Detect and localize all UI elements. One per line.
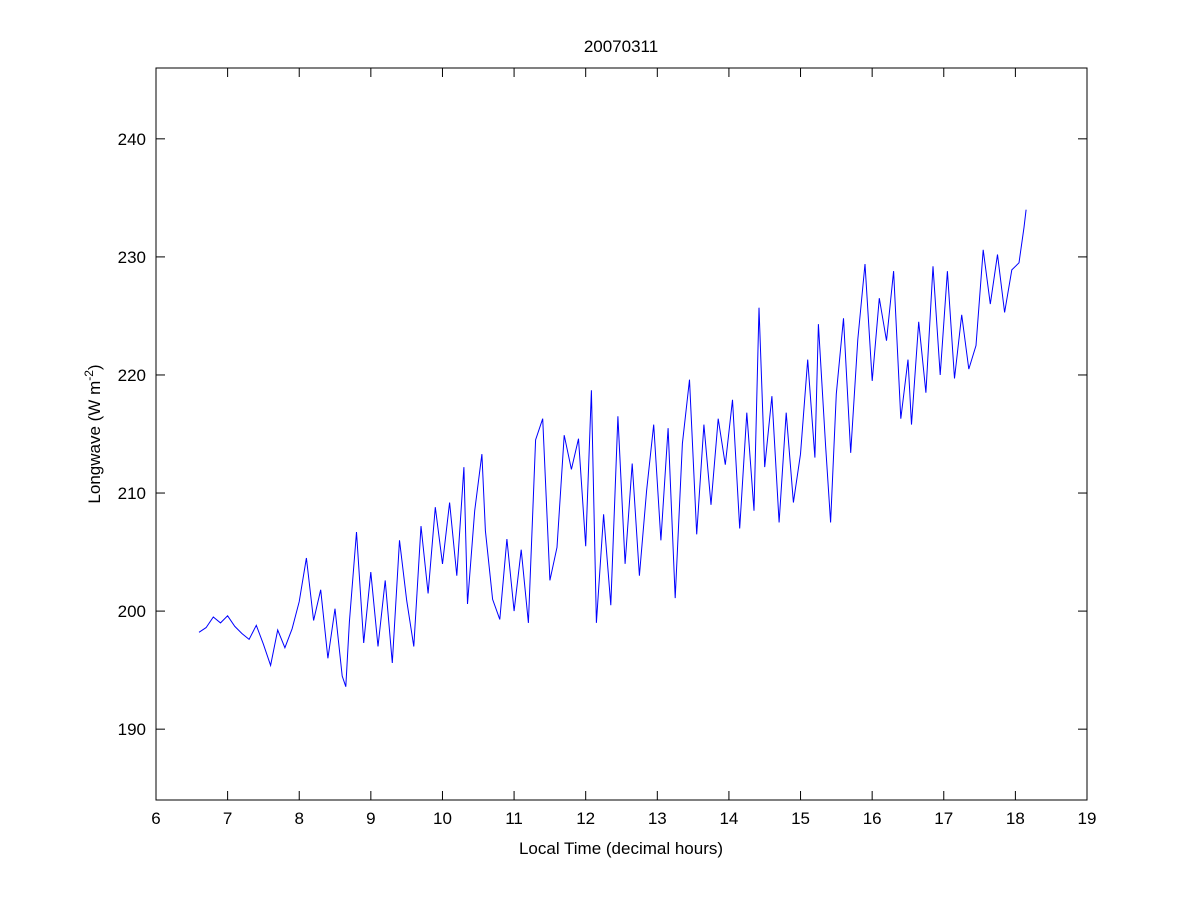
x-tick-label: 13 [648, 809, 667, 828]
x-tick-label: 8 [294, 809, 303, 828]
x-tick-label: 16 [863, 809, 882, 828]
x-tick-label: 7 [223, 809, 232, 828]
y-tick-label: 240 [118, 130, 146, 149]
y-tick-label: 190 [118, 720, 146, 739]
x-tick-label: 6 [151, 809, 160, 828]
x-tick-label: 12 [576, 809, 595, 828]
chart-title: 20070311 [584, 37, 658, 56]
y-axis-label-main: Longwave (W m [85, 381, 104, 504]
x-tick-label: 19 [1078, 809, 1097, 828]
x-tick-label: 17 [934, 809, 953, 828]
plot-area-frame [155, 67, 1088, 801]
series-line [198, 209, 1027, 687]
x-tick-label: 18 [1006, 809, 1025, 828]
y-tick-label: 220 [118, 366, 146, 385]
y-tick-label: 230 [118, 248, 146, 267]
x-tick-label: 14 [719, 809, 738, 828]
x-tick-label: 9 [366, 809, 375, 828]
y-tick-label: 200 [118, 602, 146, 621]
x-tick-label: 15 [791, 809, 810, 828]
x-tick-label: 10 [433, 809, 452, 828]
y-axis-label: Longwave (W m-2) [82, 364, 104, 503]
y-axis-label-superscript: -2 [82, 370, 96, 381]
y-tick-label: 210 [118, 484, 146, 503]
y-axis-label-close: ) [85, 364, 104, 370]
x-tick-label: 11 [505, 809, 523, 828]
x-axis: 6 7 8 9 10 11 12 13 14 15 16 17 18 19 [151, 68, 1096, 828]
y-axis: 190 200 210 220 230 240 [118, 130, 1087, 739]
x-axis-label: Local Time (decimal hours) [519, 839, 723, 858]
